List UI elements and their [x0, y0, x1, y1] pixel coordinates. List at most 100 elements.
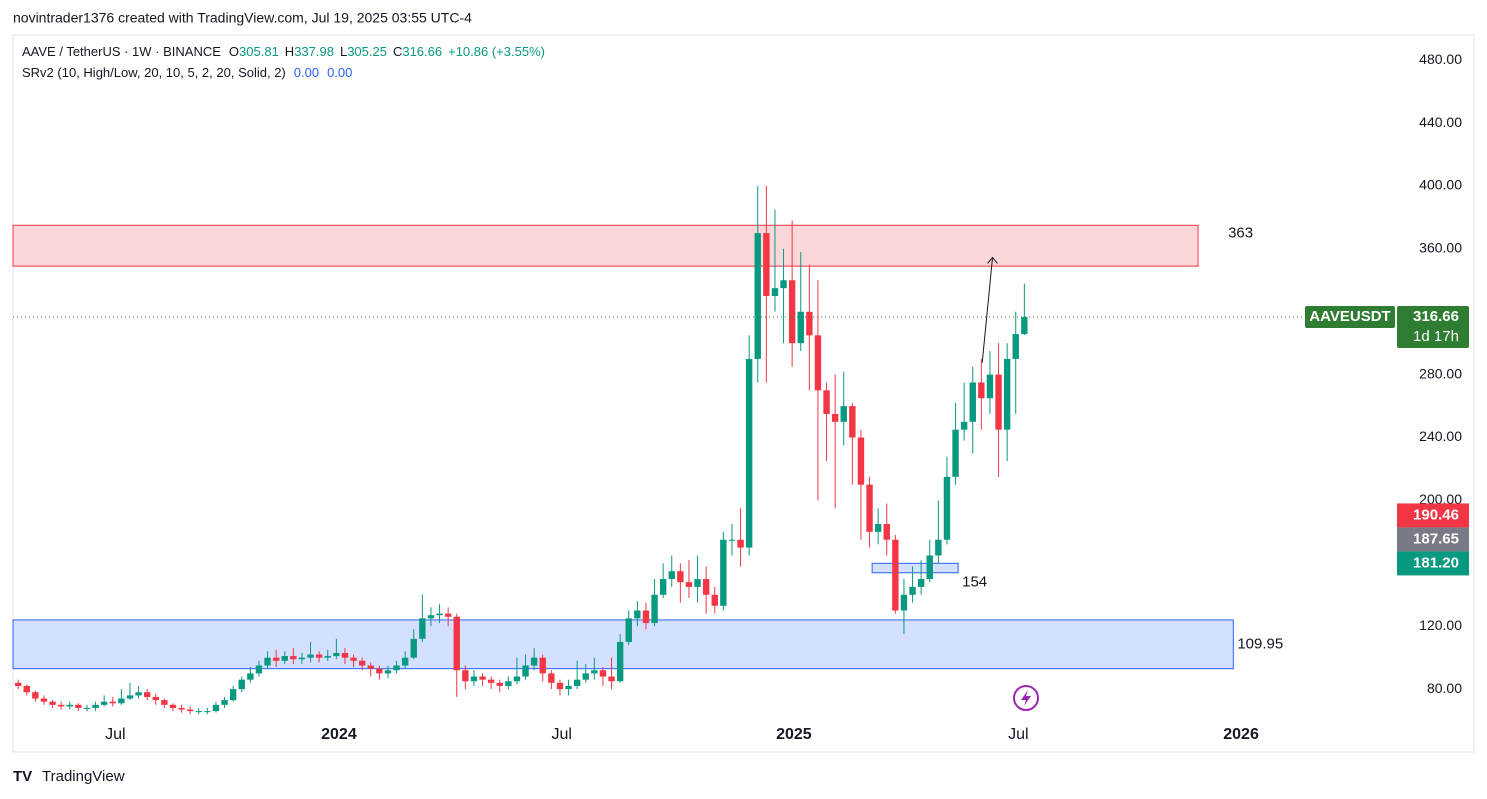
ohlc-value: 316.66 [402, 44, 442, 59]
footer-logo: TV TradingView [13, 768, 125, 785]
arrow-head [987, 256, 998, 264]
ohlc-label: O [229, 44, 239, 59]
candle-body [616, 641, 624, 682]
candle-body [298, 657, 306, 660]
candle-body [608, 676, 615, 682]
candle-body [960, 421, 968, 430]
candle-body [109, 701, 116, 704]
candle-body [599, 670, 607, 677]
y-tick-label: 440.00 [1419, 114, 1462, 130]
candle-body [333, 652, 340, 657]
ohlc-label: C [393, 44, 402, 59]
candle-body [315, 654, 323, 658]
price-tag [1397, 503, 1469, 528]
indicator-value: 0.00 [327, 65, 352, 80]
candle-body [479, 676, 486, 680]
candle-body [410, 638, 417, 658]
lightning-icon[interactable] [1013, 685, 1039, 711]
candle-body [14, 682, 22, 686]
candle-body [281, 656, 288, 661]
candle-body [75, 704, 82, 708]
candle-body [763, 233, 770, 297]
candle-body [986, 374, 994, 399]
candle-body [401, 657, 409, 666]
candle-body [212, 704, 220, 712]
candle-body [238, 679, 245, 690]
candle-body [737, 539, 744, 548]
candle-body [539, 657, 546, 674]
ohlc-label: L [340, 44, 347, 59]
x-tick-label: 2024 [321, 726, 357, 743]
candle-body [393, 665, 400, 671]
candle-body [806, 311, 813, 336]
candle-body [711, 594, 718, 606]
arrow [981, 257, 994, 363]
y-tick-label: 240.00 [1419, 428, 1462, 444]
candle-body [659, 579, 667, 595]
candle-body [384, 670, 392, 674]
price-tag-label: 190.46 [1413, 506, 1459, 523]
x-tick-label: Jul [1008, 726, 1028, 743]
candle-body [118, 698, 125, 704]
zone [871, 562, 959, 574]
ohlc-label: H [285, 44, 294, 59]
candle-body [685, 582, 693, 587]
indicator-value: 0.00 [294, 65, 319, 80]
candle-body [169, 704, 177, 708]
candle-body [462, 670, 469, 682]
y-tick-label: 400.00 [1419, 177, 1462, 193]
candle-body [186, 709, 194, 712]
candle-body [100, 701, 108, 705]
candle-body [487, 679, 495, 683]
candle-body [548, 673, 555, 683]
candle-body [728, 539, 736, 541]
x-tick-label: 2025 [776, 726, 812, 743]
candle-body [797, 311, 804, 344]
candle-body [702, 579, 710, 595]
candle-body [625, 618, 632, 642]
candle-body [178, 707, 185, 710]
candle-body [522, 665, 529, 677]
candle-body [556, 682, 564, 690]
candle-body [823, 390, 830, 414]
last-price-label: 316.66 [1413, 308, 1459, 325]
candle-body [634, 610, 641, 619]
candle-body [376, 668, 383, 674]
candle-body [935, 539, 942, 556]
candles [14, 185, 1028, 715]
price-tag [1397, 551, 1469, 576]
candle-body [496, 682, 503, 686]
icon-bolt[interactable] [1021, 690, 1031, 706]
zone-label: 109.95 [1237, 635, 1283, 652]
candle-body [272, 657, 280, 661]
candle-body [668, 571, 675, 580]
candle-body [840, 406, 847, 422]
y-tick-label: 80.00 [1427, 680, 1462, 696]
candle-body [642, 610, 650, 624]
zone [12, 224, 1199, 267]
indicator-legend: SRv2 (10, High/Low, 20, 10, 5, 2, 20, So… [22, 65, 352, 80]
candle-body [135, 692, 142, 696]
candle-body [204, 711, 211, 713]
candle-body [788, 280, 796, 344]
candle-body [900, 594, 908, 611]
ohlc-value: 305.25 [347, 44, 387, 59]
x-tick-label: Jul [551, 726, 571, 743]
candle-body [341, 652, 349, 658]
zone-label: 154 [962, 574, 987, 591]
candle-body [1021, 316, 1028, 335]
candle-body [909, 586, 916, 595]
candle-body [358, 660, 366, 666]
candle-body [831, 413, 839, 422]
candle-body [152, 696, 159, 701]
candle-body [307, 654, 314, 658]
candle-body [32, 692, 39, 699]
legend-change: +10.86 (+3.55%) [448, 44, 545, 59]
candle-body [1012, 334, 1019, 359]
logo-mark: TV [13, 768, 32, 785]
candle-body [221, 700, 228, 705]
zone-label: 363 [1228, 225, 1253, 242]
candle-body [470, 676, 478, 682]
y-tick-label: 200.00 [1419, 491, 1462, 507]
